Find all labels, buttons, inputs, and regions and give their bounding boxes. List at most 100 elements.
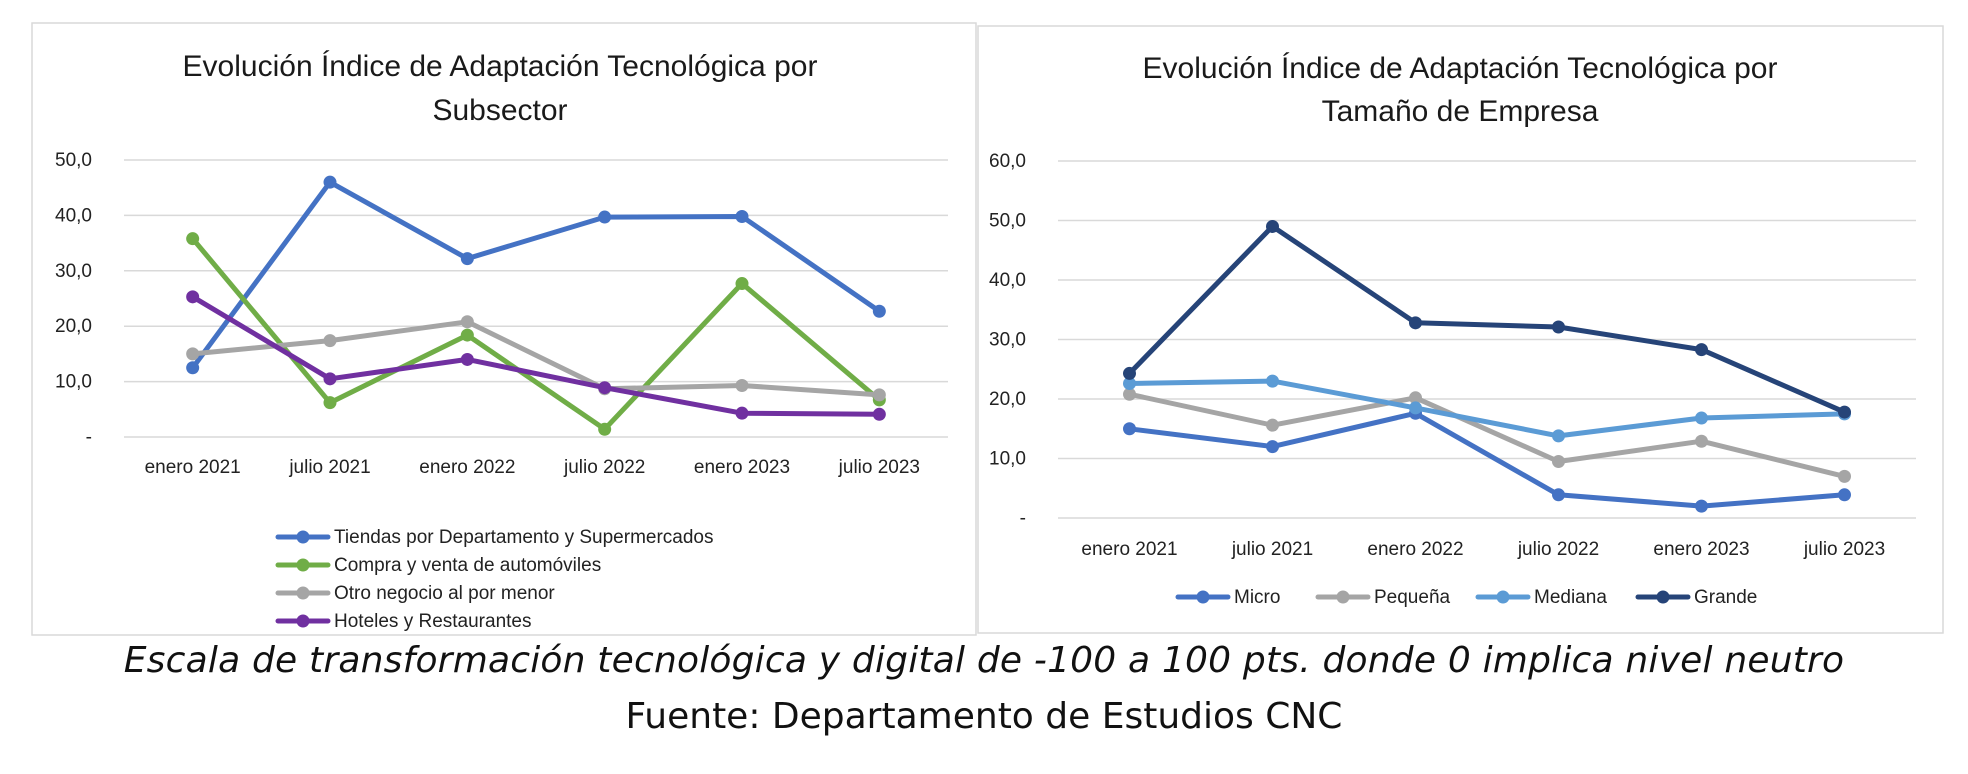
chart-1-series-point (460, 315, 474, 329)
chart-1-y-tick-label: - (86, 427, 92, 448)
chart-1-series-point (872, 388, 886, 402)
chart-2-series-point (1552, 320, 1565, 334)
chart-1-legend-swatch-marker (296, 586, 310, 600)
chart-1-series-point (872, 407, 886, 421)
chart-2-y-tick-label: 60,0 (989, 151, 1026, 172)
chart-1-legend-swatch-marker (296, 530, 310, 544)
chart-2-y-tick-label: 20,0 (989, 389, 1026, 410)
chart-2-series-point (1552, 429, 1565, 443)
chart-1-legend-swatch-marker (296, 558, 310, 572)
chart-1-x-tick-label: enero 2021 (145, 457, 241, 478)
chart-1-series-point (323, 372, 337, 386)
chart-2-y-tick-label: - (1020, 508, 1026, 529)
chart-1-frame (31, 22, 977, 636)
chart-2-x-tick-label: enero 2022 (1367, 539, 1463, 560)
chart-1-series-line (190, 294, 882, 417)
chart-2-series-point (1123, 377, 1136, 391)
chart-1-y-tick-label: 20,0 (55, 316, 92, 337)
chart-1-x-tick-label: julio 2022 (563, 457, 645, 478)
chart-1-series-point (186, 361, 200, 375)
chart-1-series-point (186, 232, 200, 246)
chart-1-y-tick-label: 10,0 (55, 372, 92, 393)
chart-2-series-point (1409, 391, 1422, 405)
chart-2-series-point (1123, 387, 1136, 401)
chart-1-series-point (872, 304, 886, 318)
chart-2-series-point (1409, 401, 1422, 415)
chart-2-series-point (1266, 374, 1279, 388)
scale-note: Escala de transformación tecnológica y d… (123, 640, 1845, 681)
chart-1-series-point (735, 406, 749, 420)
chart-1-x-tick-label: julio 2023 (838, 457, 920, 478)
chart-2-series-point (1266, 440, 1279, 454)
chart-2-series-point (1695, 411, 1708, 425)
chart-2-y-tick-label: 30,0 (989, 330, 1026, 351)
chart-1-series-point (598, 422, 612, 436)
chart-1-legend-label: Compra y venta de automóviles (334, 555, 601, 576)
chart-2-series-point (1695, 499, 1708, 513)
chart-2-legend-swatch-marker (1336, 590, 1350, 604)
chart-2-legend-swatch-marker (1496, 590, 1510, 604)
chart-2-legend-swatch-marker (1656, 590, 1670, 604)
chart-2-series-line (1127, 410, 1847, 509)
chart-1-series-point (598, 381, 612, 395)
chart-1-x-tick-label: julio 2021 (288, 457, 370, 478)
chart-1-series-point (460, 352, 474, 366)
chart-2-x-tick-label: julio 2021 (1231, 539, 1313, 560)
chart-1-series-point (186, 290, 200, 304)
chart-2-series-point (1695, 434, 1708, 448)
chart-2-x-tick-label: julio 2023 (1803, 539, 1885, 560)
chart-2-series-point (1552, 488, 1565, 502)
chart-1-series-point (460, 252, 474, 266)
chart-1-y-tick-label: 50,0 (55, 150, 92, 171)
chart-1-series-point (598, 210, 612, 224)
chart-1-series-point (186, 347, 200, 361)
chart-1-title-line-1: Evolución Índice de Adaptación Tecnológi… (183, 50, 818, 83)
chart-2-legend-swatch-marker (1196, 590, 1210, 604)
chart-1-series-point (460, 328, 474, 342)
chart-2-frame (977, 25, 1944, 634)
chart-2-series-point (1123, 422, 1136, 436)
chart-1-series-line (190, 319, 882, 398)
chart-2-y-tick-label: 50,0 (989, 211, 1026, 232)
chart-2-title-line-2: Tamaño de Empresa (1322, 95, 1599, 128)
chart-2-series-point (1552, 454, 1565, 468)
chart-2-legend-label: Mediana (1534, 587, 1607, 608)
chart-2-series-point (1695, 343, 1708, 357)
chart-1-series-line (190, 179, 882, 371)
chart-1-legend-label: Hoteles y Restaurantes (334, 611, 532, 632)
chart-1-series-point (323, 396, 337, 410)
chart-2-series-point (1838, 488, 1851, 502)
chart-1-y-tick-label: 30,0 (55, 261, 92, 282)
chart-1-x-tick-label: enero 2023 (694, 457, 790, 478)
chart-2-x-tick-label: enero 2021 (1081, 539, 1177, 560)
chart-1-x-tick-label: enero 2022 (419, 457, 515, 478)
chart-1-series-point (735, 277, 749, 291)
chart-2-series-point (1123, 366, 1136, 380)
chart-1-series-point (323, 334, 337, 348)
chart-1-legend-swatch-marker (296, 614, 310, 628)
chart-1-title-line-2: Subsector (432, 94, 567, 127)
chart-2-title-line-1: Evolución Índice de Adaptación Tecnológi… (1143, 52, 1778, 85)
chart-2-series-point (1838, 405, 1851, 419)
chart-2-x-tick-label: julio 2022 (1517, 539, 1599, 560)
chart-1-series-point (323, 175, 337, 189)
chart-2-series-point (1266, 219, 1279, 233)
source-note: Fuente: Departamento de Estudios CNC (625, 696, 1343, 737)
chart-2-legend-label: Grande (1694, 587, 1757, 608)
chart-2-series-point (1409, 316, 1422, 330)
chart-1-legend-label: Tiendas por Departamento y Supermercados (334, 527, 714, 548)
chart-2-legend-label: Pequeña (1374, 587, 1451, 608)
chart-2-series-point (1266, 418, 1279, 432)
chart-2-series-line (1127, 378, 1847, 439)
chart-2-y-tick-label: 40,0 (989, 270, 1026, 291)
chart-2-series-point (1838, 469, 1851, 483)
chart-2-series-line (1127, 223, 1847, 415)
chart-1-y-tick-label: 40,0 (55, 205, 92, 226)
chart-2-x-tick-label: enero 2023 (1653, 539, 1749, 560)
chart-1-legend-label: Otro negocio al por menor (334, 583, 555, 604)
chart-1-series-line (190, 236, 882, 432)
chart-2-legend-label: Micro (1234, 587, 1280, 608)
chart-2-series-line (1127, 391, 1847, 479)
chart-1-series-point (735, 378, 749, 392)
